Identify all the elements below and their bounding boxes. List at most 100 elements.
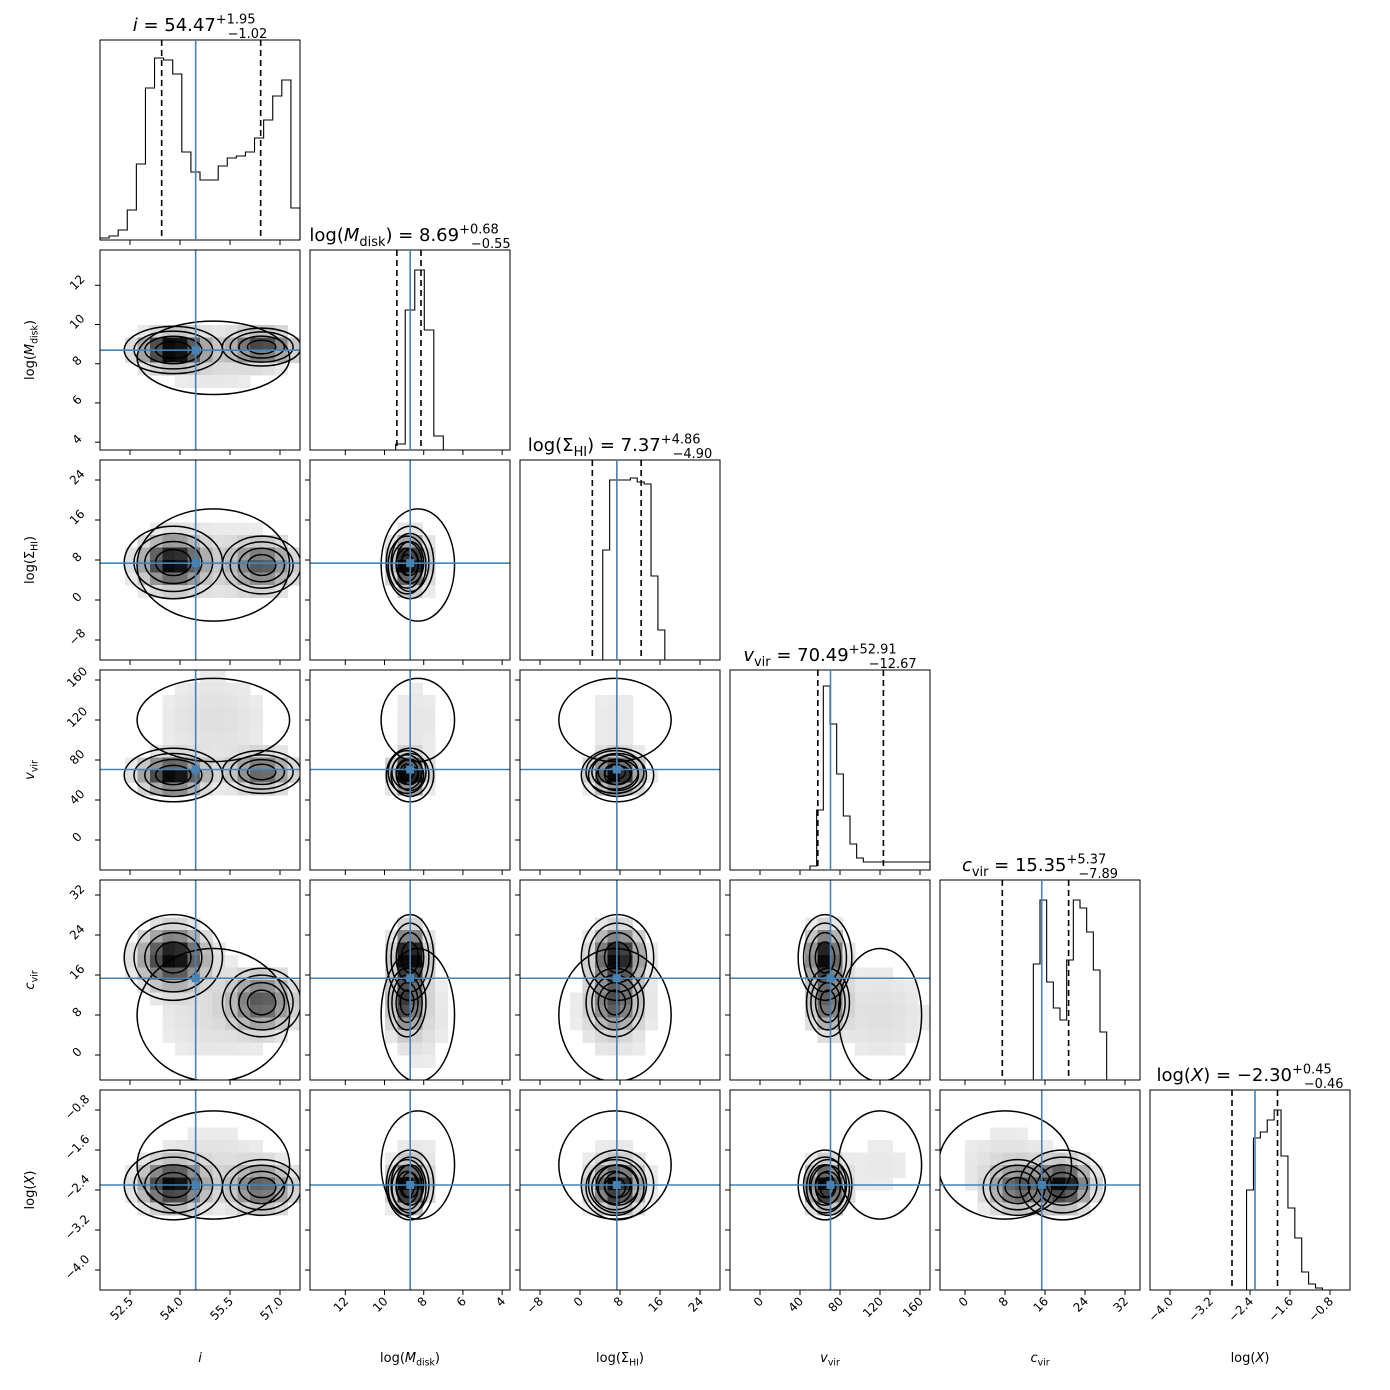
density-cell [892, 980, 906, 993]
density-cell [977, 1140, 991, 1153]
density-cell [855, 992, 868, 1006]
density-cell [880, 1030, 893, 1043]
density-cell [1015, 1127, 1028, 1141]
density-cell [212, 1127, 226, 1141]
density-cell [867, 980, 881, 993]
density-cell [175, 535, 188, 548]
contour [805, 1158, 851, 1217]
contour [558, 677, 672, 763]
density-cell [595, 1042, 608, 1056]
contour [591, 754, 639, 790]
contour [837, 1110, 923, 1220]
density-cell [880, 1005, 893, 1018]
density-cell [965, 1140, 978, 1153]
contour [380, 1110, 456, 1220]
density-cell [250, 362, 263, 376]
density-cell [187, 1140, 201, 1153]
density-cell [1077, 1202, 1091, 1216]
median-marker [191, 1181, 200, 1189]
density-cell [410, 682, 423, 696]
density-cell [397, 942, 411, 956]
density-cell [212, 1042, 226, 1056]
median-marker [191, 974, 200, 983]
density-cell [990, 1190, 1003, 1203]
density-cell [855, 1042, 868, 1056]
density-cell [620, 732, 633, 746]
density-cell [200, 670, 213, 683]
panel-frame [729, 879, 931, 1081]
density-cell [435, 980, 448, 993]
density-cell [200, 930, 213, 943]
density-cell [645, 942, 658, 956]
density-cell [905, 980, 918, 993]
density-cell [225, 325, 238, 338]
density-cell [645, 992, 658, 1006]
density-cell [225, 707, 238, 721]
density-cell [607, 955, 621, 968]
contour [819, 1176, 837, 1199]
density-cell [250, 732, 263, 746]
density-cell [1077, 1165, 1091, 1178]
density-cell [977, 1152, 991, 1166]
y-tick-label: 120 [64, 704, 90, 730]
x-tick-label: 4 [493, 1294, 508, 1309]
histogram-steps [310, 269, 510, 451]
density-cell [1027, 1140, 1041, 1153]
x-axis-label-cvir: cvir [1030, 1351, 1049, 1369]
density-cell [595, 1140, 608, 1153]
contour [246, 1176, 277, 1199]
density-cell [422, 992, 436, 1006]
density-cell [162, 980, 176, 993]
density-cell [212, 782, 226, 796]
y-tick-label: 4 [70, 432, 85, 447]
density-cell [237, 1042, 251, 1056]
density-cell [175, 1177, 188, 1191]
density-cell [225, 1140, 238, 1153]
density-cell [817, 917, 831, 931]
density-cell [162, 337, 176, 351]
contour [221, 749, 300, 795]
density-cell [162, 1005, 176, 1018]
y-tick-label: 24 [67, 467, 88, 488]
joint-panel-logSigmaHI-vvir [519, 669, 721, 871]
density-cell [212, 362, 226, 376]
hist-panel-logX: log(X) = −2.30+0.45 −0.46 [1149, 1062, 1351, 1291]
x-axis-label-vvir: vvir [820, 1351, 840, 1369]
density-cell [905, 1017, 918, 1031]
contour [154, 764, 192, 786]
density-cell [200, 980, 213, 993]
hist-panel-logSigmaHI: log(ΣHI) = 7.37+4.86 −4.90 [519, 432, 721, 661]
density-cell [385, 1152, 398, 1166]
density-cell [880, 1042, 893, 1056]
density-cell [595, 930, 608, 943]
density-cell [212, 325, 226, 338]
density-cell [250, 1140, 263, 1153]
panel-frame [519, 459, 721, 661]
density-cell [200, 992, 213, 1006]
contour [380, 947, 456, 1080]
density-cell [1077, 1190, 1091, 1203]
y-tick-label: −2.4 [62, 1172, 93, 1203]
density-cell [632, 1042, 646, 1056]
contour [603, 989, 627, 1016]
density-cell [187, 745, 201, 758]
density-cell [905, 1030, 918, 1043]
density-cell [237, 1140, 251, 1153]
density-cell [187, 695, 201, 708]
y-axis-label-logMdisk: log(Mdisk) [23, 320, 41, 380]
density-cell [880, 1165, 893, 1178]
joint-panel-logMdisk-logX [309, 1089, 511, 1291]
contour [814, 941, 836, 974]
density-cell [200, 1177, 213, 1191]
density-cell [842, 955, 856, 968]
y-tick-label: 24 [67, 922, 88, 943]
contour [136, 320, 291, 396]
density-cell [162, 782, 176, 796]
density-cell [582, 782, 596, 796]
density-cell [422, 732, 436, 746]
y-tick-label: −0.8 [62, 1092, 93, 1123]
contour [585, 967, 645, 1038]
density-cell [880, 1177, 893, 1191]
contour [238, 335, 286, 359]
x-tick-label: 80 [825, 1294, 846, 1315]
